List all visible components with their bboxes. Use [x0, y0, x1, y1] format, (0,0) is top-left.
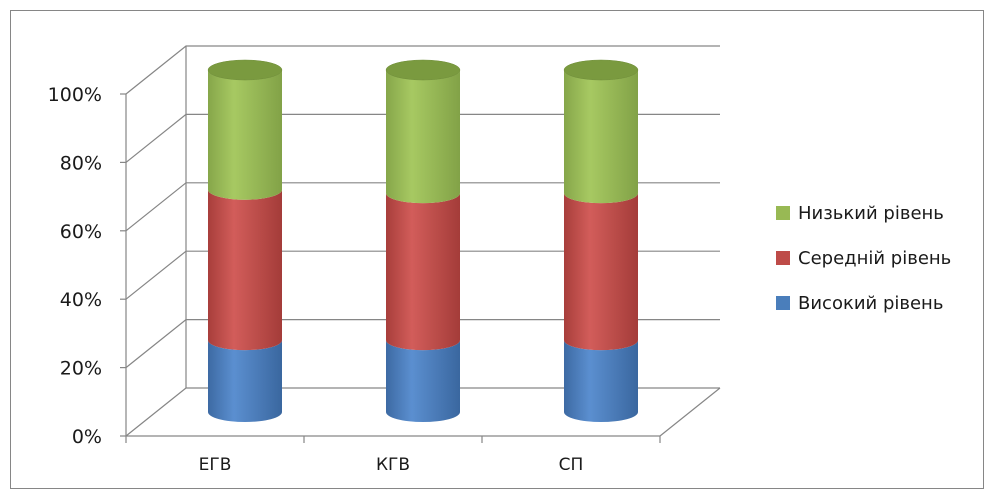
bar-segment	[386, 193, 460, 351]
bar-segment	[564, 193, 638, 351]
bar-segment	[208, 70, 282, 200]
bar-stack	[563, 59, 639, 422]
bar-top-cap	[563, 59, 639, 81]
y-tick-label: 80%	[60, 152, 102, 174]
chart-border	[10, 10, 984, 489]
y-tick-label: 100%	[48, 84, 102, 106]
legend: Низький рівень Середній рівень Високий рів…	[776, 203, 951, 314]
x-tick-label: ЕГВ	[199, 455, 232, 475]
legend-swatch	[776, 251, 790, 265]
legend-swatch	[776, 206, 790, 220]
legend-label: Низький рівень	[798, 203, 944, 224]
bar-top-cap	[385, 59, 461, 81]
x-tick-label: КГВ	[376, 455, 410, 475]
bar-segment	[564, 70, 638, 204]
y-tick-label: 60%	[60, 221, 102, 243]
y-tick-label: 20%	[60, 358, 102, 380]
bar-segment	[386, 70, 460, 204]
legend-label: Високий рівень	[798, 293, 943, 314]
legend-swatch	[776, 296, 790, 310]
bar-segment	[208, 189, 282, 351]
legend-label: Середній рівень	[798, 248, 951, 269]
bar-segment	[564, 340, 638, 422]
bar-segment	[386, 340, 460, 422]
axis-labels: 0% 20% 40% 60% 80% 100% ЕГВ КГВ СП	[48, 84, 584, 475]
y-tick-label: 40%	[60, 289, 102, 311]
y-tick-label: 0%	[72, 426, 102, 448]
bar-segment	[208, 340, 282, 422]
bar-stack	[207, 59, 283, 422]
axes	[120, 46, 721, 443]
bars	[207, 59, 639, 422]
bar-top-cap	[207, 59, 283, 81]
bar-stack	[385, 59, 461, 422]
x-tick-label: СП	[559, 455, 584, 475]
